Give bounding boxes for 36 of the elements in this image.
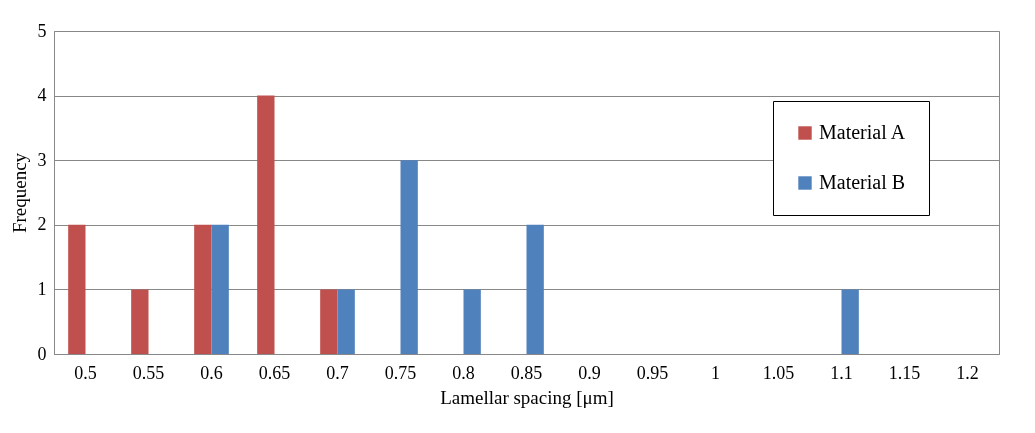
x-tick-label: 0.95 [636,362,669,383]
x-tick-label: 1.15 [888,362,921,383]
x-tick-label: 0.85 [510,362,543,383]
y-tick-label: 5 [37,20,47,41]
x-tick-label: 1.2 [956,362,979,383]
y-tick-label: 2 [37,214,47,235]
x-tick-label: 0.6 [200,362,223,383]
x-tick-label: 0.75 [384,362,417,383]
y-tick-label: 4 [37,85,47,106]
x-tick-label: 0.65 [258,362,291,383]
x-tick-label: 0.9 [578,362,601,383]
legend-label: Material B [819,171,906,193]
bar [68,224,86,354]
y-tick-label: 1 [37,278,47,299]
x-tick-label: 1 [711,362,720,383]
bar [841,289,859,354]
legend-label: Material A [819,121,906,143]
bar [194,224,212,354]
x-tick-label: 0.8 [452,362,475,383]
x-tick-label: 1.05 [762,362,795,383]
bar [320,289,338,354]
bar [400,160,418,354]
y-axis-title: Frequency [8,152,30,234]
bar [211,224,229,354]
bar [526,224,544,354]
bar [257,95,275,354]
x-tick-label: 0.55 [132,362,165,383]
y-tick-label: 0 [37,343,47,364]
x-tick-label: 1.1 [830,362,853,383]
bar [463,289,481,354]
x-axis-title: Lamellar spacing [μm] [440,386,614,408]
x-tick-label: 0.5 [74,362,97,383]
y-tick-label: 3 [37,149,47,170]
x-tick-label: 0.7 [326,362,349,383]
bar [337,289,355,354]
bar [131,289,149,354]
